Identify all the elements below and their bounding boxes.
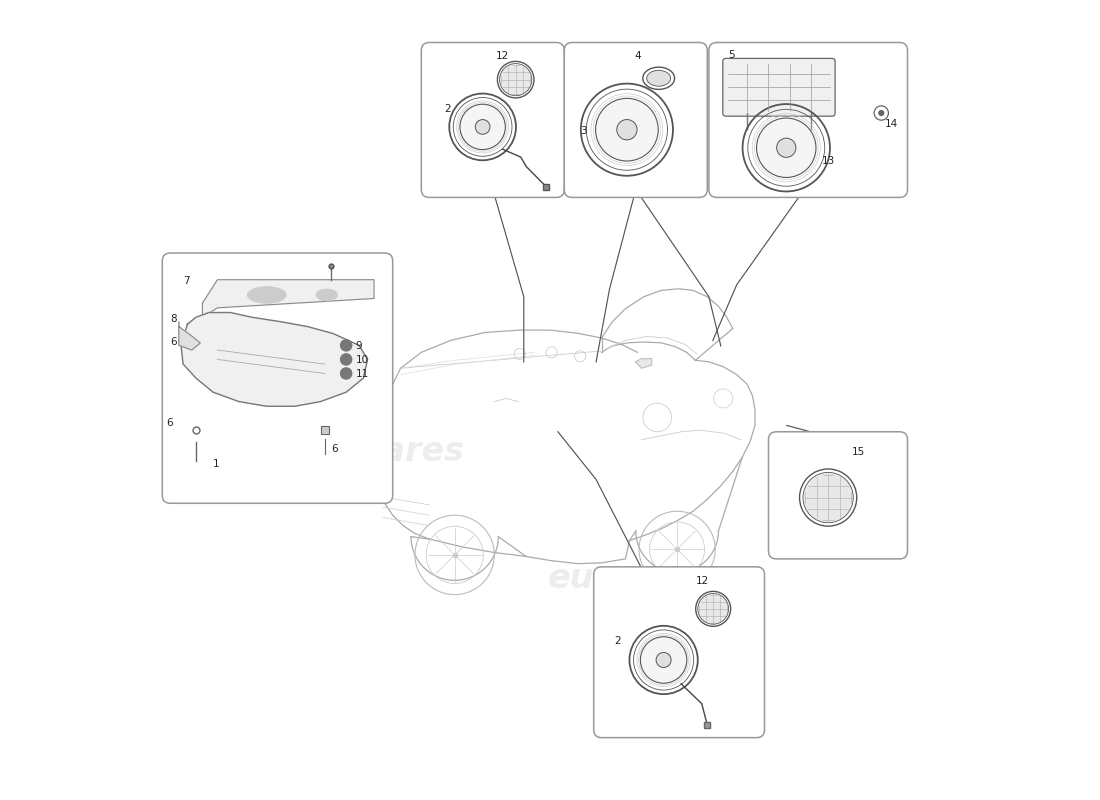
Text: 3: 3 bbox=[580, 126, 586, 136]
Text: 6: 6 bbox=[166, 418, 173, 428]
Text: 15: 15 bbox=[852, 447, 866, 458]
Text: eurospares: eurospares bbox=[254, 435, 465, 468]
Ellipse shape bbox=[316, 289, 338, 301]
Text: 10: 10 bbox=[355, 354, 368, 365]
Text: 4: 4 bbox=[635, 50, 641, 61]
FancyBboxPatch shape bbox=[163, 253, 393, 503]
FancyBboxPatch shape bbox=[723, 58, 835, 116]
Circle shape bbox=[460, 104, 505, 150]
Text: 2: 2 bbox=[444, 104, 451, 114]
Text: 11: 11 bbox=[355, 369, 368, 378]
Ellipse shape bbox=[248, 286, 286, 303]
Text: 8: 8 bbox=[170, 314, 177, 324]
Circle shape bbox=[656, 653, 671, 667]
Circle shape bbox=[697, 594, 728, 624]
Text: eurospares: eurospares bbox=[548, 562, 759, 595]
FancyBboxPatch shape bbox=[769, 432, 908, 559]
Circle shape bbox=[777, 138, 796, 158]
Text: 5: 5 bbox=[728, 50, 735, 59]
Text: 6: 6 bbox=[331, 444, 338, 454]
Circle shape bbox=[341, 340, 352, 351]
Text: 7: 7 bbox=[183, 277, 190, 286]
FancyBboxPatch shape bbox=[594, 567, 764, 738]
Circle shape bbox=[499, 63, 531, 96]
FancyBboxPatch shape bbox=[421, 42, 564, 198]
Circle shape bbox=[617, 119, 637, 140]
Circle shape bbox=[803, 472, 854, 522]
Circle shape bbox=[879, 110, 883, 115]
Polygon shape bbox=[202, 280, 374, 318]
Text: 12: 12 bbox=[496, 50, 509, 61]
Circle shape bbox=[640, 637, 686, 683]
Ellipse shape bbox=[647, 70, 671, 86]
Polygon shape bbox=[182, 313, 367, 406]
Text: 12: 12 bbox=[695, 576, 710, 586]
Circle shape bbox=[595, 98, 658, 161]
Circle shape bbox=[475, 119, 490, 134]
Polygon shape bbox=[636, 358, 651, 368]
Circle shape bbox=[341, 354, 352, 365]
Text: 13: 13 bbox=[822, 157, 835, 166]
Text: 1: 1 bbox=[213, 459, 220, 470]
FancyBboxPatch shape bbox=[564, 42, 707, 198]
Text: 14: 14 bbox=[886, 119, 899, 130]
Text: 9: 9 bbox=[355, 341, 362, 350]
Circle shape bbox=[341, 368, 352, 379]
Circle shape bbox=[757, 118, 816, 178]
Text: 6: 6 bbox=[170, 338, 177, 347]
FancyBboxPatch shape bbox=[708, 42, 907, 198]
Polygon shape bbox=[179, 322, 200, 350]
Text: 2: 2 bbox=[614, 637, 620, 646]
